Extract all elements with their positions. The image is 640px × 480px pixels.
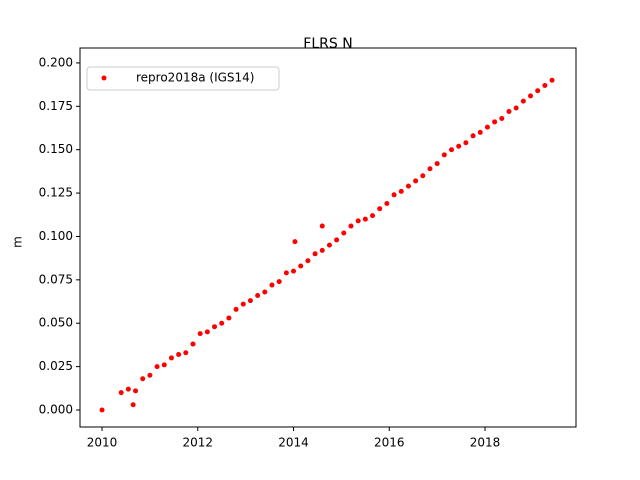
point: [441, 152, 447, 158]
x-tick-label: 2016: [374, 436, 405, 450]
point: [405, 183, 411, 189]
y-tick-label: 0.075: [39, 272, 73, 286]
point: [549, 77, 555, 83]
y-tick-label: 0.200: [39, 55, 73, 69]
point: [334, 237, 340, 243]
point: [391, 192, 397, 198]
point: [355, 218, 361, 224]
legend-box: [86, 66, 280, 91]
point: [298, 263, 304, 269]
y-tick-label: 0.025: [39, 359, 73, 373]
point: [204, 329, 210, 335]
point: [535, 88, 541, 94]
point: [319, 247, 325, 253]
point: [362, 216, 368, 222]
point: [326, 242, 332, 248]
point: [434, 161, 440, 167]
point: [463, 140, 469, 146]
x-tick-label: 2014: [278, 436, 309, 450]
point: [269, 282, 275, 288]
y-tick-label: 0.050: [39, 316, 73, 330]
point: [513, 105, 519, 111]
point: [528, 93, 534, 99]
point: [219, 320, 225, 326]
point: [492, 119, 498, 125]
point: [291, 268, 297, 274]
point: [341, 230, 347, 236]
y-tick-label: 0.000: [39, 402, 73, 416]
point: [168, 355, 174, 361]
point: [240, 301, 246, 307]
point: [413, 178, 419, 184]
point: [140, 376, 146, 382]
point: [212, 324, 218, 330]
point: [292, 239, 298, 245]
legend-label: repro2018a (IGS14): [136, 71, 254, 85]
point: [262, 289, 268, 295]
point: [154, 364, 160, 370]
point: [477, 129, 483, 135]
legend-marker: [101, 75, 107, 81]
point: [470, 133, 476, 139]
point: [384, 200, 390, 206]
y-tick-label: 0.125: [39, 186, 73, 200]
plot-frame: [79, 47, 577, 428]
point: [506, 109, 512, 115]
point: [319, 223, 325, 229]
y-tick-label: 0.150: [39, 142, 73, 156]
point: [542, 82, 548, 88]
x-tick-label: 2018: [470, 436, 501, 450]
point: [161, 362, 167, 368]
point: [133, 388, 139, 394]
y-axis-label: m: [11, 236, 25, 248]
point: [255, 292, 261, 298]
point: [398, 188, 404, 194]
chart-title: FLRS N: [303, 36, 352, 52]
point: [276, 279, 282, 285]
point: [147, 372, 153, 378]
point: [312, 251, 318, 257]
x-tick-label: 2012: [183, 436, 214, 450]
point: [420, 173, 426, 179]
point: [233, 306, 239, 312]
point: [118, 390, 124, 396]
point: [226, 315, 232, 321]
point: [484, 124, 490, 130]
point: [125, 386, 131, 392]
point: [283, 270, 289, 276]
point: [449, 147, 455, 153]
point: [520, 98, 526, 104]
x-tick-label: 2010: [87, 436, 118, 450]
point: [370, 213, 376, 219]
point: [427, 166, 433, 172]
point: [456, 143, 462, 149]
point: [197, 331, 203, 337]
point: [348, 223, 354, 229]
y-tick-label: 0.175: [39, 99, 73, 113]
point: [99, 407, 105, 413]
point: [247, 298, 253, 304]
point: [183, 350, 189, 356]
point: [499, 115, 505, 121]
y-tick-label: 0.100: [39, 229, 73, 243]
point: [190, 341, 196, 347]
point: [377, 206, 383, 212]
point: [305, 258, 311, 264]
point: [130, 402, 136, 408]
point: [176, 351, 182, 357]
